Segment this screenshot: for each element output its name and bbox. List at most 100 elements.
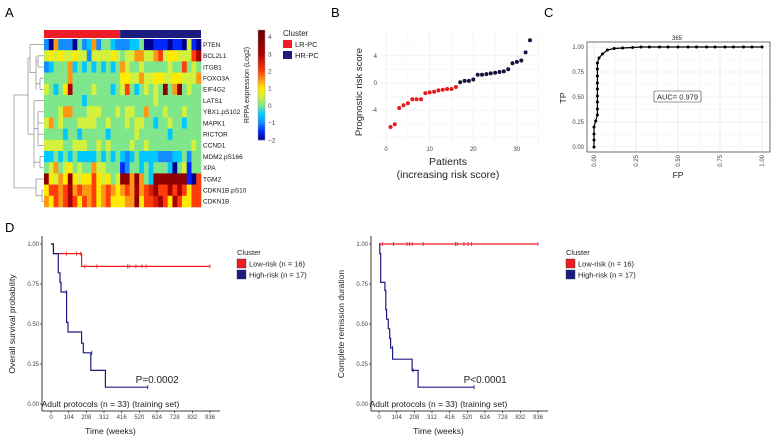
- heatmap-cell: [143, 139, 149, 152]
- heatmap-cell: [105, 184, 111, 197]
- heatmap-cell: [158, 39, 164, 51]
- roc-point: [592, 125, 596, 129]
- heatmap-cell: [91, 139, 97, 152]
- heatmap-cell: [110, 72, 116, 85]
- heatmap-cell: [86, 151, 92, 163]
- heatmap-cell: [177, 139, 183, 152]
- x-tick-label: 208: [81, 415, 92, 421]
- heatmap-cell: [48, 83, 54, 96]
- roc-point: [595, 100, 599, 104]
- legend-swatch-lr: [283, 40, 292, 48]
- heatmap-cell: [120, 39, 126, 51]
- heatmap-cell: [101, 173, 107, 185]
- heatmap-cell: [129, 151, 135, 163]
- colorbar-segment: [258, 110, 265, 113]
- heatmap-cell: [139, 83, 145, 96]
- heatmap-cell: [124, 95, 130, 107]
- y-tick-label: 1.00: [356, 242, 368, 248]
- heatmap-cell: [167, 162, 173, 174]
- heatmap-cell: [82, 95, 88, 107]
- heatmap-cell: [72, 162, 78, 174]
- heatmap-cell: [91, 173, 97, 185]
- heatmap-cell: [77, 184, 83, 197]
- heatmap-cell: [162, 173, 168, 185]
- heatmap-cell: [129, 173, 135, 185]
- heatmap-cell: [186, 83, 192, 96]
- colorbar-segment: [258, 129, 265, 132]
- heatmap-legend-title: Cluster: [283, 29, 309, 38]
- heatmap-cell: [115, 139, 121, 152]
- x-tick-label: 104: [392, 415, 403, 421]
- heatmap-cell: [48, 128, 54, 141]
- heatmap-cell: [101, 117, 107, 129]
- heatmap-cell: [58, 39, 64, 51]
- heatmap-cell: [96, 162, 102, 174]
- heatmap-cell: [67, 195, 73, 208]
- heatmap-cell: [139, 184, 145, 197]
- heatmap-cell: [115, 151, 121, 163]
- heatmap-cell: [91, 151, 97, 163]
- heatmap-cell: [148, 39, 154, 51]
- heatmap-cell: [196, 184, 202, 197]
- risk-point: [497, 70, 502, 74]
- heatmap-cell: [101, 72, 107, 85]
- colorbar-tick: −1: [268, 120, 276, 127]
- heatmap-cell: [53, 195, 59, 208]
- legend-swatch: [565, 269, 576, 280]
- x-tick-label: 832: [515, 415, 526, 421]
- legend-swatch-hr: [283, 51, 292, 59]
- heatmap-cell: [67, 72, 73, 85]
- risk-point: [501, 69, 506, 74]
- heatmap-cell: [58, 117, 64, 129]
- heatmap-cell: [48, 139, 54, 152]
- heatmap-cell: [177, 128, 183, 141]
- heatmap-cell: [44, 184, 50, 197]
- heatmap-cell: [158, 95, 164, 107]
- heatmap-cell: [181, 162, 188, 174]
- y-tick-label: 0.50: [356, 322, 368, 328]
- y-axis-label: Overall survival probability: [7, 274, 17, 374]
- heatmap-cell: [148, 50, 154, 62]
- heatmap-cell: [191, 83, 197, 96]
- heatmap-cell: [48, 95, 54, 107]
- roc-point: [592, 145, 596, 149]
- heatmap-cell: [82, 72, 88, 85]
- heatmap-cell: [196, 128, 202, 141]
- heatmap-cell: [105, 128, 111, 141]
- heatmap-cell: [48, 195, 54, 208]
- heatmap-cell: [63, 162, 69, 174]
- heatmap-cell: [96, 195, 102, 208]
- c-ytick: 0.00: [572, 145, 584, 151]
- heatmap-cell: [72, 61, 78, 73]
- roc-point: [695, 45, 698, 49]
- heatmap-cell: [86, 184, 92, 197]
- heatmap-cell: [177, 50, 183, 62]
- heatmap-cell: [177, 95, 183, 107]
- heatmap-cell: [120, 50, 126, 62]
- heatmap-cell: [48, 184, 54, 197]
- y-tick-label: 0.75: [27, 282, 39, 288]
- heatmap-cell: [53, 106, 59, 118]
- heatmap-cell: [167, 139, 173, 152]
- risk-score-scatter: 4 0 -4 0 10 20 30: [372, 30, 540, 153]
- heatmap-cell: [96, 50, 102, 62]
- heatmap-cell: [115, 117, 121, 129]
- heatmap-cell: [105, 39, 111, 51]
- heatmap-cell: [67, 61, 73, 73]
- y-tick-label: 0.00: [356, 402, 368, 408]
- y-tick-label: 0.25: [356, 362, 368, 368]
- heatmap-cell: [63, 151, 69, 163]
- colorbar-segment: [258, 75, 265, 78]
- heatmap-cell: [82, 50, 88, 62]
- heatmap-cell: [129, 195, 135, 208]
- colorbar-segment: [258, 35, 265, 38]
- heatmap-cell: [162, 83, 168, 96]
- colorbar-segment: [258, 119, 265, 122]
- heatmap-cell: [177, 162, 183, 174]
- heatmap-cell: [96, 83, 102, 96]
- roc-point: [595, 87, 599, 91]
- heatmap-cell: [191, 128, 197, 141]
- colorbar-segment: [258, 96, 265, 99]
- row-label: MAPK1: [203, 120, 225, 127]
- heatmap-cell: [153, 72, 159, 85]
